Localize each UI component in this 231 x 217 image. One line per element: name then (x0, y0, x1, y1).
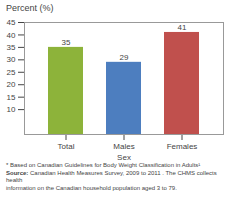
svg-text:25: 25 (7, 68, 16, 77)
svg-text:Sex: Sex (117, 153, 131, 162)
html-text:information on the Canadian ho: information on the Canadian household po… (6, 184, 177, 191)
svg-text:Females: Females (167, 142, 198, 151)
svg-text:35: 35 (62, 38, 71, 47)
html-text:* Based on Canadian Guidelines: * Based on Canadian Guidelines for Body … (6, 162, 201, 168)
svg-text:30: 30 (7, 55, 16, 64)
svg-text:35: 35 (7, 43, 16, 52)
svg-text:10: 10 (7, 105, 16, 114)
svg-text:45: 45 (7, 18, 16, 27)
svg-text:20: 20 (7, 80, 16, 89)
svg-text:40: 40 (7, 31, 16, 40)
svg-text:Males: Males (113, 142, 134, 151)
svg-text:15: 15 (7, 93, 16, 102)
svg-text:Total: Total (58, 142, 75, 151)
html-text:Source: Canadian Health Measur: Source: Canadian Health Measures Survey,… (6, 169, 217, 183)
svg-text:29: 29 (120, 53, 129, 62)
svg-text:41: 41 (178, 23, 187, 32)
html-text:Percent (%): Percent (%) (6, 3, 54, 13)
